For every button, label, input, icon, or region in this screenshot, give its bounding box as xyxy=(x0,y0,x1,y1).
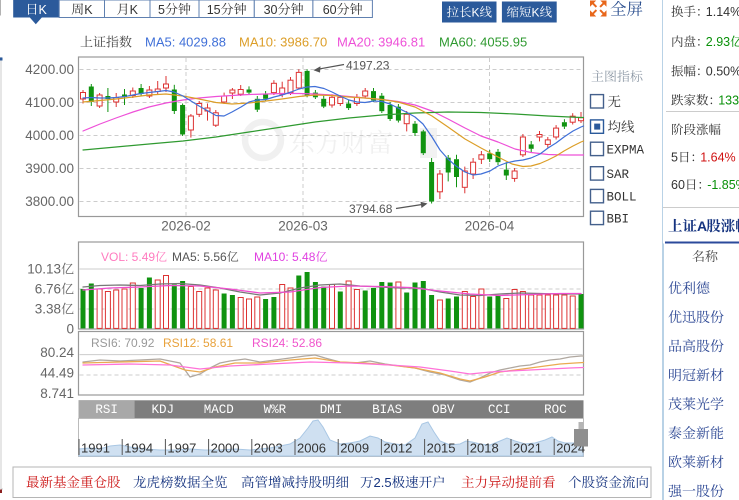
svg-text:2000: 2000 xyxy=(211,441,240,456)
svg-text:4000.00: 4000.00 xyxy=(25,128,74,143)
svg-text:1.64%: 1.64% xyxy=(700,151,735,165)
svg-text:MA10: 5.48: MA10: 5.48 xyxy=(254,250,316,264)
svg-text:80.24: 80.24 xyxy=(40,345,74,360)
svg-text:2.93: 2.93 xyxy=(706,35,730,49)
svg-text:MA10: 3986.70: MA10: 3986.70 xyxy=(239,35,327,50)
svg-text:3794.68: 3794.68 xyxy=(349,202,393,216)
svg-text:BBI: BBI xyxy=(607,212,630,226)
svg-text:MA5: 5.56: MA5: 5.56 xyxy=(172,250,227,264)
svg-text:5: 5 xyxy=(671,151,678,165)
svg-text:15: 15 xyxy=(207,3,221,17)
svg-text:K: K xyxy=(130,3,139,17)
svg-text:K: K xyxy=(532,6,540,20)
svg-text:0.50%: 0.50% xyxy=(706,65,739,79)
svg-text:MACD: MACD xyxy=(204,403,234,417)
svg-text:K: K xyxy=(39,3,48,17)
svg-text:3800.00: 3800.00 xyxy=(25,194,74,209)
svg-text:1997: 1997 xyxy=(167,441,196,456)
svg-text:3.38: 3.38 xyxy=(35,302,61,317)
svg-text:44.49: 44.49 xyxy=(40,366,74,381)
svg-text:2015: 2015 xyxy=(427,441,456,456)
svg-text:MA20: 3946.81: MA20: 3946.81 xyxy=(337,35,425,50)
svg-text:OBV: OBV xyxy=(432,403,455,417)
svg-text:-1.85%: -1.85% xyxy=(707,178,739,192)
svg-text:DMI: DMI xyxy=(320,403,343,417)
svg-text:BIAS: BIAS xyxy=(372,403,402,417)
svg-text:1994: 1994 xyxy=(124,441,153,456)
svg-text:0: 0 xyxy=(67,322,75,337)
svg-text:1331: 1331 xyxy=(718,94,739,108)
svg-text:4100.00: 4100.00 xyxy=(25,95,74,110)
svg-text:2026-03: 2026-03 xyxy=(278,219,328,234)
svg-text:RSI: RSI xyxy=(95,403,118,417)
svg-text:VOL: 5.49: VOL: 5.49 xyxy=(101,250,155,264)
svg-text:ROC: ROC xyxy=(544,403,567,417)
svg-text:K: K xyxy=(84,3,93,17)
svg-text:MA60: 4055.95: MA60: 4055.95 xyxy=(439,35,527,50)
svg-text:60: 60 xyxy=(323,3,337,17)
svg-text:2003: 2003 xyxy=(254,441,283,456)
svg-text:EXPMA: EXPMA xyxy=(607,143,645,157)
svg-text:CCI: CCI xyxy=(488,403,511,417)
svg-text:RSI24: 52.86: RSI24: 52.86 xyxy=(252,336,322,350)
svg-text:8.741: 8.741 xyxy=(40,386,74,401)
svg-text:RSI6: 70.92: RSI6: 70.92 xyxy=(91,336,155,350)
svg-text:2.5: 2.5 xyxy=(374,475,392,490)
svg-text:MA5: 4029.88: MA5: 4029.88 xyxy=(145,35,226,50)
svg-text:6.76: 6.76 xyxy=(35,282,61,297)
svg-text:30: 30 xyxy=(264,3,278,17)
svg-text:2006: 2006 xyxy=(297,441,326,456)
svg-text:2018: 2018 xyxy=(470,441,499,456)
svg-text:1991: 1991 xyxy=(81,441,110,456)
svg-text:K: K xyxy=(472,6,480,20)
svg-text:2012: 2012 xyxy=(383,441,412,456)
svg-text:2026-04: 2026-04 xyxy=(465,219,515,234)
svg-text:RSI12: 58.61: RSI12: 58.61 xyxy=(163,336,233,350)
svg-text:4200.00: 4200.00 xyxy=(25,62,74,77)
svg-text:60: 60 xyxy=(671,178,685,192)
svg-text:2021: 2021 xyxy=(513,441,542,456)
svg-text:W%R: W%R xyxy=(264,403,287,417)
svg-text:3900.00: 3900.00 xyxy=(25,161,74,176)
svg-text:5: 5 xyxy=(158,3,165,17)
svg-text:2026-02: 2026-02 xyxy=(161,219,211,234)
svg-text:SAR: SAR xyxy=(607,168,630,182)
svg-text:BOLL: BOLL xyxy=(607,191,637,205)
svg-text:10.13: 10.13 xyxy=(27,262,61,277)
svg-text:KDJ: KDJ xyxy=(151,403,174,417)
svg-text:1.14%: 1.14% xyxy=(706,5,739,19)
svg-text:2009: 2009 xyxy=(340,441,369,456)
svg-text:A: A xyxy=(697,218,707,234)
svg-text:4197.23: 4197.23 xyxy=(346,59,390,73)
